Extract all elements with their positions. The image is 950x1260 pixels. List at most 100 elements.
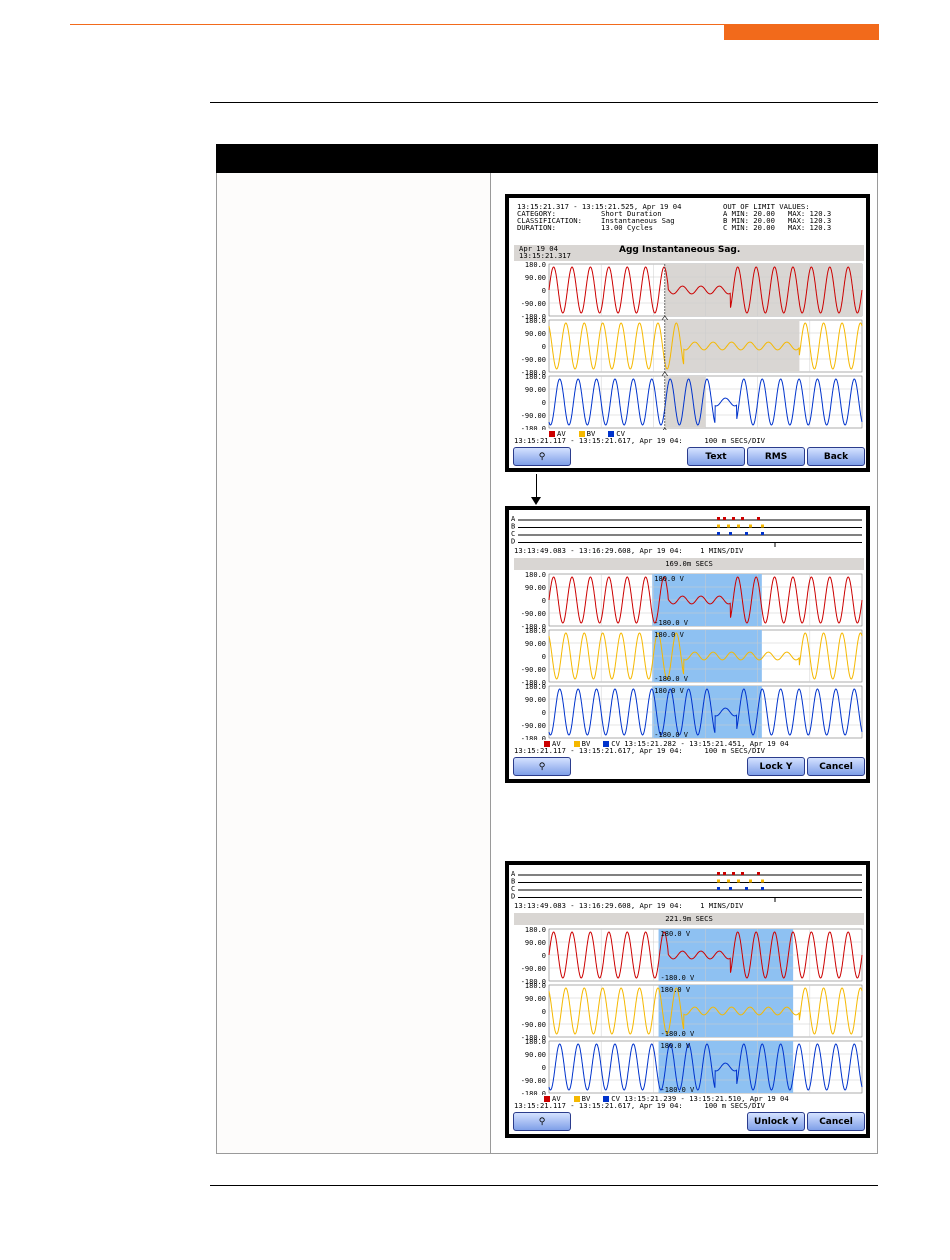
event-marker[interactable] bbox=[729, 887, 732, 890]
cancel-button[interactable]: Cancel bbox=[807, 1112, 865, 1131]
overview-time-range: 13:13:49.083 - 13:16:29.608, Apr 19 04: … bbox=[514, 901, 744, 910]
event-marker[interactable] bbox=[727, 524, 730, 528]
event-marker[interactable] bbox=[745, 532, 748, 535]
y-tick-label: 180.0 bbox=[525, 317, 546, 325]
event-date: Apr 19 04 bbox=[519, 244, 558, 253]
cursor-top-value: 180.0 V bbox=[654, 575, 684, 583]
y-tick-label: -90.00 bbox=[521, 412, 546, 420]
event-marker[interactable] bbox=[727, 879, 730, 883]
y-tick-label: 0 bbox=[542, 399, 546, 407]
event-marker[interactable] bbox=[737, 524, 740, 528]
y-tick-label: 90.00 bbox=[525, 995, 546, 1003]
y-tick-label: -180.0 bbox=[521, 735, 546, 740]
legend-label-a: AV bbox=[552, 739, 561, 748]
zoom-button[interactable]: ⚲ bbox=[513, 1112, 571, 1131]
y-tick-label: -180.0 bbox=[521, 1090, 546, 1095]
waveform-plots: 180.090.000-90.00-180.0180.090.000-90.00… bbox=[521, 262, 863, 430]
cancel-button[interactable]: Cancel bbox=[807, 757, 865, 776]
event-marker[interactable] bbox=[717, 879, 720, 883]
legend-swatch-a bbox=[544, 1096, 550, 1102]
event-marker[interactable] bbox=[717, 517, 720, 520]
cursor-top-value: 180.0 V bbox=[661, 930, 691, 938]
event-detail-screen: 13:15:21.317 - 13:15:21.525, Apr 19 04 C… bbox=[505, 194, 870, 472]
y-tick-label: -180.0 bbox=[521, 425, 546, 430]
event-marker[interactable] bbox=[741, 517, 744, 520]
timeline-phase-letter: C bbox=[511, 530, 515, 538]
cursor-marker bbox=[661, 371, 669, 377]
event-marker[interactable] bbox=[723, 872, 726, 875]
limit-b: B MIN: 20.00 MAX: 120.3 bbox=[723, 216, 832, 225]
zoom-button[interactable]: ⚲ bbox=[513, 447, 571, 466]
event-marker[interactable] bbox=[757, 517, 760, 520]
waveform-trace bbox=[548, 266, 863, 314]
timeline-phase-letter: A bbox=[511, 870, 516, 878]
event-marker[interactable] bbox=[732, 872, 735, 875]
rms-button[interactable]: RMS bbox=[747, 447, 805, 466]
y-tick-label: -90.00 bbox=[521, 965, 546, 973]
cursor-marker bbox=[661, 315, 669, 321]
flow-arrow bbox=[536, 474, 537, 498]
unlock-y-button[interactable]: Unlock Y bbox=[747, 1112, 805, 1131]
event-marker[interactable] bbox=[741, 872, 744, 875]
cursor-bottom-value: -180.0 V bbox=[654, 675, 689, 683]
instruction-cell bbox=[217, 173, 490, 1153]
legend-label-c: CV bbox=[611, 739, 620, 748]
section-tab bbox=[724, 24, 879, 40]
legend-swatch-c bbox=[603, 741, 610, 747]
lock-y-button[interactable]: Lock Y bbox=[747, 757, 805, 776]
y-tick-label: 90.00 bbox=[525, 386, 546, 394]
event-marker[interactable] bbox=[761, 524, 764, 528]
plot-phase-c: 180.0 90.00 0 -90.00 -180.0 180.0 V -180.0 V bbox=[521, 1038, 863, 1095]
bottom-time-range: 13:15:21.117 - 13:15:21.617, Apr 19 04: … bbox=[514, 1101, 765, 1110]
y-tick-label: -90.00 bbox=[521, 300, 546, 308]
timeline-phase-letter: A bbox=[511, 515, 516, 523]
waveform-trace bbox=[548, 378, 863, 426]
zoom-button[interactable]: ⚲ bbox=[513, 757, 571, 776]
event-marker[interactable] bbox=[737, 879, 740, 883]
category-value: Short Duration bbox=[601, 209, 662, 218]
event-marker[interactable] bbox=[717, 532, 720, 535]
back-button[interactable]: Back bbox=[807, 447, 865, 466]
legend-label-a: AV bbox=[552, 1094, 561, 1103]
limits-title: OUT OF LIMIT VALUES: bbox=[723, 202, 810, 211]
cursor-bottom-value: -180.0 V bbox=[661, 1086, 696, 1094]
y-tick-label: 180.0 bbox=[525, 927, 546, 934]
event-marker[interactable] bbox=[761, 532, 764, 535]
event-marker[interactable] bbox=[729, 532, 732, 535]
y-tick-label: 90.00 bbox=[525, 696, 546, 704]
event-marker[interactable] bbox=[761, 879, 764, 883]
flow-arrow-head bbox=[531, 497, 541, 505]
timeline-phase-letter: C bbox=[511, 885, 515, 893]
y-tick-label: 90.00 bbox=[525, 1051, 546, 1059]
text-button[interactable]: Text bbox=[687, 447, 745, 466]
y-tick-label: 180.0 bbox=[525, 373, 546, 381]
y-tick-label: 90.00 bbox=[525, 584, 546, 592]
duration-label: DURATION: bbox=[517, 223, 556, 232]
selection-span: 221.9m SECS bbox=[514, 913, 864, 925]
event-marker[interactable] bbox=[717, 887, 720, 890]
y-tick-label: 0 bbox=[542, 597, 546, 605]
timeline-phase-letter: B bbox=[511, 878, 515, 886]
y-tick-label: 0 bbox=[542, 653, 546, 661]
event-marker[interactable] bbox=[749, 879, 752, 883]
event-marker[interactable] bbox=[717, 872, 720, 875]
cursor-top-value: 180.0 V bbox=[654, 631, 684, 639]
waveform-trace bbox=[548, 987, 863, 1035]
event-marker[interactable] bbox=[732, 517, 735, 520]
event-marker[interactable] bbox=[757, 872, 760, 875]
plot-phase-a: 180.0 90.00 0 -90.00 -180.0 180.0 V -180.0 V bbox=[521, 572, 863, 631]
event-marker[interactable] bbox=[745, 887, 748, 890]
classification-value: Instantaneous Sag bbox=[601, 216, 675, 225]
event-marker[interactable] bbox=[761, 887, 764, 890]
y-tick-label: -90.00 bbox=[521, 356, 546, 364]
event-marker[interactable] bbox=[717, 524, 720, 528]
waveform-legend: AV BV CV 13:15:21.282 - 13:15:21.451, Ap… bbox=[544, 740, 789, 748]
y-tick-label: -180.0 bbox=[521, 623, 546, 631]
waveform-trace bbox=[548, 576, 863, 624]
event-marker[interactable] bbox=[749, 524, 752, 528]
event-marker[interactable] bbox=[723, 517, 726, 520]
bottom-time-range: 13:15:21.117 - 13:15:21.617, Apr 19 04: … bbox=[514, 746, 765, 755]
legend-swatch-c bbox=[603, 1096, 610, 1102]
